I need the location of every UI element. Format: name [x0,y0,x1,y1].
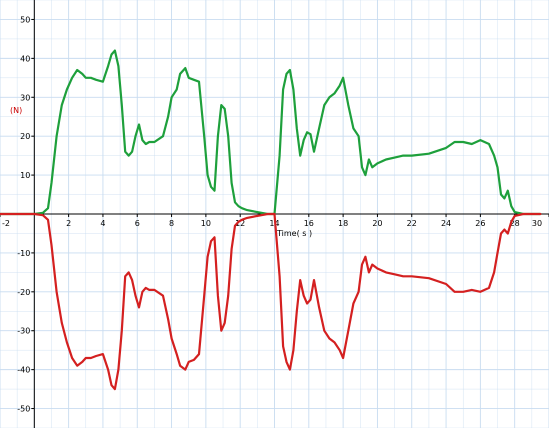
y-tick-label: -50 [17,405,30,414]
x-tick-label: 30 [532,219,542,228]
tick-labels: -2 2 4 6 8 10 12 14 16 18 20 22 24 26 28 305040302010-1… [0,15,549,414]
x-tick-label: 18 [338,219,348,228]
x-tick-label: 22 [407,219,417,228]
x-tick-label: -2 [2,219,10,228]
y-tick-label: -20 [17,288,30,297]
series-line-2 [0,212,542,391]
y-tick-label: 10 [20,171,30,180]
y-tick-label: 40 [20,54,30,63]
x-axis-label: Time( s ) [276,229,312,238]
y-tick-label: -40 [17,366,30,375]
y-tick-label: 50 [20,15,30,24]
y-tick-label: -10 [17,249,30,258]
x-tick-label: 10 [201,219,211,228]
y-tick-label: 30 [20,93,30,102]
x-tick-label: 20 [372,219,382,228]
y-tick-label: 20 [20,132,30,141]
x-tick-label: 4 [100,219,105,228]
x-tick-label: 6 [135,219,140,228]
x-tick-label: 8 [169,219,174,228]
y-axis-label: (N) [10,106,22,115]
x-tick-label: 28 [510,219,520,228]
x-tick-label: 12 [235,219,245,228]
x-tick-label: 26 [475,219,485,228]
series-lines [0,49,542,391]
y-tick-label: -30 [17,327,30,336]
x-tick-label: 2 [66,219,71,228]
x-tick-label: 24 [441,219,451,228]
x-tick-label: 16 [304,219,314,228]
series-line-1 [0,49,542,216]
